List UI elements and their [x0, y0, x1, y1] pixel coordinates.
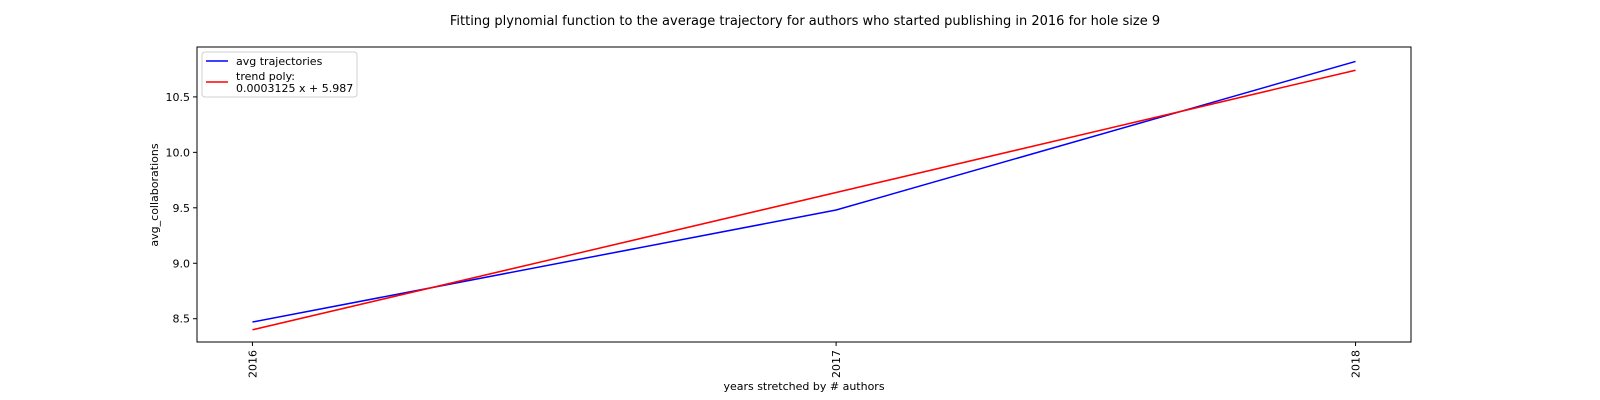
y-tick-label: 8.5: [173, 313, 191, 326]
x-tick-label: 2017: [830, 350, 843, 378]
legend: avg trajectories trend poly: 0.0003125 x…: [201, 51, 358, 98]
x-tick-label: 2018: [1350, 350, 1363, 378]
y-tick-label: 9.0: [173, 257, 191, 270]
y-tick-label: 10.5: [166, 91, 191, 104]
x-tick-label: 2016: [246, 350, 259, 378]
tick-layer: 8.5 9.0 9.5 10.0 10.5 2016 2017 2018: [166, 91, 1363, 378]
legend-label-avg-trajectories: avg trajectories: [236, 55, 323, 68]
plot-frame: [196, 46, 1412, 343]
y-axis-label: avg_collaborations: [148, 143, 161, 246]
chart-title: Fitting plynomial function to the averag…: [450, 14, 1160, 29]
legend-label-trend-poly-line2: 0.0003125 x + 5.987: [236, 82, 353, 95]
series-line-trend-poly: [252, 69, 1356, 331]
legend-box: [201, 51, 358, 98]
y-tick-label: 10.0: [166, 146, 191, 159]
plot-area: [197, 47, 1411, 342]
series-layer: [252, 60, 1356, 331]
y-tick-label: 9.5: [173, 202, 191, 215]
x-axis-label: years stretched by # authors: [723, 380, 884, 393]
legend-label-trend-poly-line1: trend poly:: [236, 70, 295, 83]
